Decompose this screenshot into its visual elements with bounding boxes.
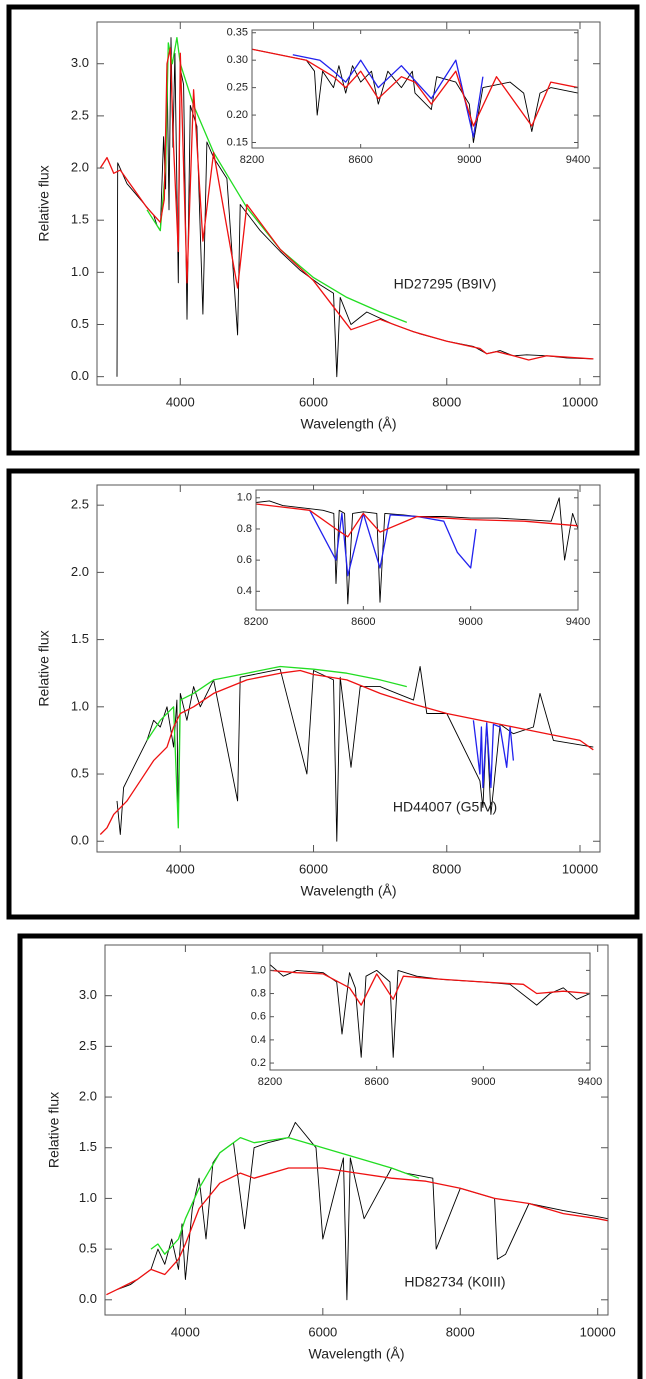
x-tick-label: 9400	[578, 1076, 602, 1088]
inset-background	[270, 953, 590, 1070]
inset-background	[252, 30, 578, 148]
x-tick-label: 8000	[432, 861, 461, 876]
spectrum-line	[252, 48, 578, 127]
x-tick-label: 10000	[562, 394, 598, 409]
spectrum-line	[146, 36, 408, 324]
x-tick-label: 4000	[171, 1324, 200, 1339]
y-tick-label: 0.4	[237, 585, 252, 597]
y-tick-label: 1.0	[237, 492, 252, 504]
spectrum-line	[256, 503, 578, 538]
x-tick-label: 6000	[299, 394, 328, 409]
y-tick-label: 0.6	[237, 554, 252, 566]
y-tick-label: 1.5	[71, 212, 89, 227]
x-tick-label: 8000	[432, 394, 461, 409]
y-tick-label: 0.8	[251, 987, 266, 999]
plot-frame	[96, 21, 601, 386]
plot-frame	[269, 952, 591, 1071]
plot-frame	[104, 944, 609, 1316]
spectrum-line	[106, 1167, 608, 1296]
x-tick-label: 9400	[566, 154, 590, 166]
y-tick-label: 1.0	[71, 698, 89, 713]
spectrum-line	[150, 1136, 420, 1255]
y-tick-label: 0.0	[71, 833, 89, 848]
y-tick-label: 0.0	[71, 368, 89, 383]
x-tick-label: 8600	[351, 616, 375, 628]
spectrum-line	[146, 665, 407, 829]
y-tick-label: 0.25	[227, 82, 248, 94]
annotation: HD44007 (G5IV)	[393, 799, 497, 815]
x-tick-label: 8600	[348, 154, 372, 166]
x-tick-label: 8200	[240, 154, 264, 166]
y-tick-label: 0.4	[251, 1034, 266, 1046]
x-tick-label: 9400	[566, 616, 590, 628]
y-tick-label: 2.0	[71, 564, 89, 579]
plot-frame	[255, 489, 579, 611]
x-tick-label: 8200	[258, 1076, 282, 1088]
y-tick-label: 0.8	[237, 523, 252, 535]
y-tick-label: 2.5	[71, 107, 89, 122]
x-tick-label: 9000	[457, 154, 481, 166]
x-tick-label: 9000	[458, 616, 482, 628]
plot-area	[252, 48, 578, 143]
x-tick-label: 4000	[166, 861, 195, 876]
spectrum-line	[256, 497, 578, 605]
x-tick-label: 6000	[308, 1324, 337, 1339]
x-axis-label: Wavelength (Å)	[301, 883, 397, 899]
spectrum-line	[309, 509, 477, 577]
x-tick-label: 4000	[166, 394, 195, 409]
y-tick-label: 0.15	[227, 136, 248, 148]
plot-frame	[96, 484, 601, 853]
y-tick-label: 0.5	[71, 765, 89, 780]
annotation: HD27295 (B9IV)	[394, 276, 497, 292]
y-tick-label: 3.0	[79, 987, 97, 1002]
plot-frame	[251, 29, 579, 149]
plot-area	[99, 36, 594, 378]
x-tick-label: 10000	[562, 861, 598, 876]
y-axis-label: Relative flux	[46, 1092, 62, 1168]
plot-area	[270, 964, 590, 1058]
x-tick-label: 8000	[446, 1324, 475, 1339]
y-tick-label: 2.5	[71, 497, 89, 512]
plot-area	[106, 1121, 608, 1301]
y-tick-label: 0.2	[251, 1057, 266, 1069]
spectrum-line	[99, 47, 594, 361]
spectrum-line	[292, 54, 484, 138]
x-tick-label: 8200	[244, 616, 268, 628]
y-tick-label: 0.30	[227, 54, 248, 66]
y-tick-label: 2.0	[79, 1088, 97, 1103]
x-tick-label: 10000	[580, 1324, 616, 1339]
y-axis-label: Relative flux	[36, 630, 52, 706]
plot-area	[99, 665, 594, 842]
y-axis-label: Relative flux	[36, 165, 52, 241]
y-tick-label: 2.5	[79, 1038, 97, 1053]
spectrum-line	[252, 48, 578, 143]
y-tick-label: 1.5	[79, 1139, 97, 1154]
y-tick-label: 0.5	[71, 316, 89, 331]
x-tick-label: 6000	[299, 861, 328, 876]
spectrum-line	[472, 720, 515, 789]
y-tick-label: 0.20	[227, 109, 248, 121]
y-tick-label: 1.0	[79, 1190, 97, 1205]
y-tick-label: 2.0	[71, 159, 89, 174]
y-tick-label: 0.35	[227, 27, 248, 39]
annotation: HD82734 (K0III)	[404, 1274, 505, 1290]
y-tick-label: 1.0	[251, 964, 266, 976]
x-tick-label: 9000	[471, 1076, 495, 1088]
y-tick-label: 0.0	[79, 1291, 97, 1306]
y-tick-label: 1.0	[71, 264, 89, 279]
x-axis-label: Wavelength (Å)	[301, 416, 397, 432]
y-tick-label: 0.6	[251, 1011, 266, 1023]
y-tick-label: 0.5	[79, 1241, 97, 1256]
spectrum-line	[270, 969, 590, 1006]
x-axis-label: Wavelength (Å)	[309, 1346, 405, 1362]
y-tick-label: 3.0	[71, 55, 89, 70]
spectrum-line	[99, 669, 594, 835]
x-tick-label: 8600	[364, 1076, 388, 1088]
y-tick-label: 1.5	[71, 631, 89, 646]
plot-area	[256, 497, 578, 605]
